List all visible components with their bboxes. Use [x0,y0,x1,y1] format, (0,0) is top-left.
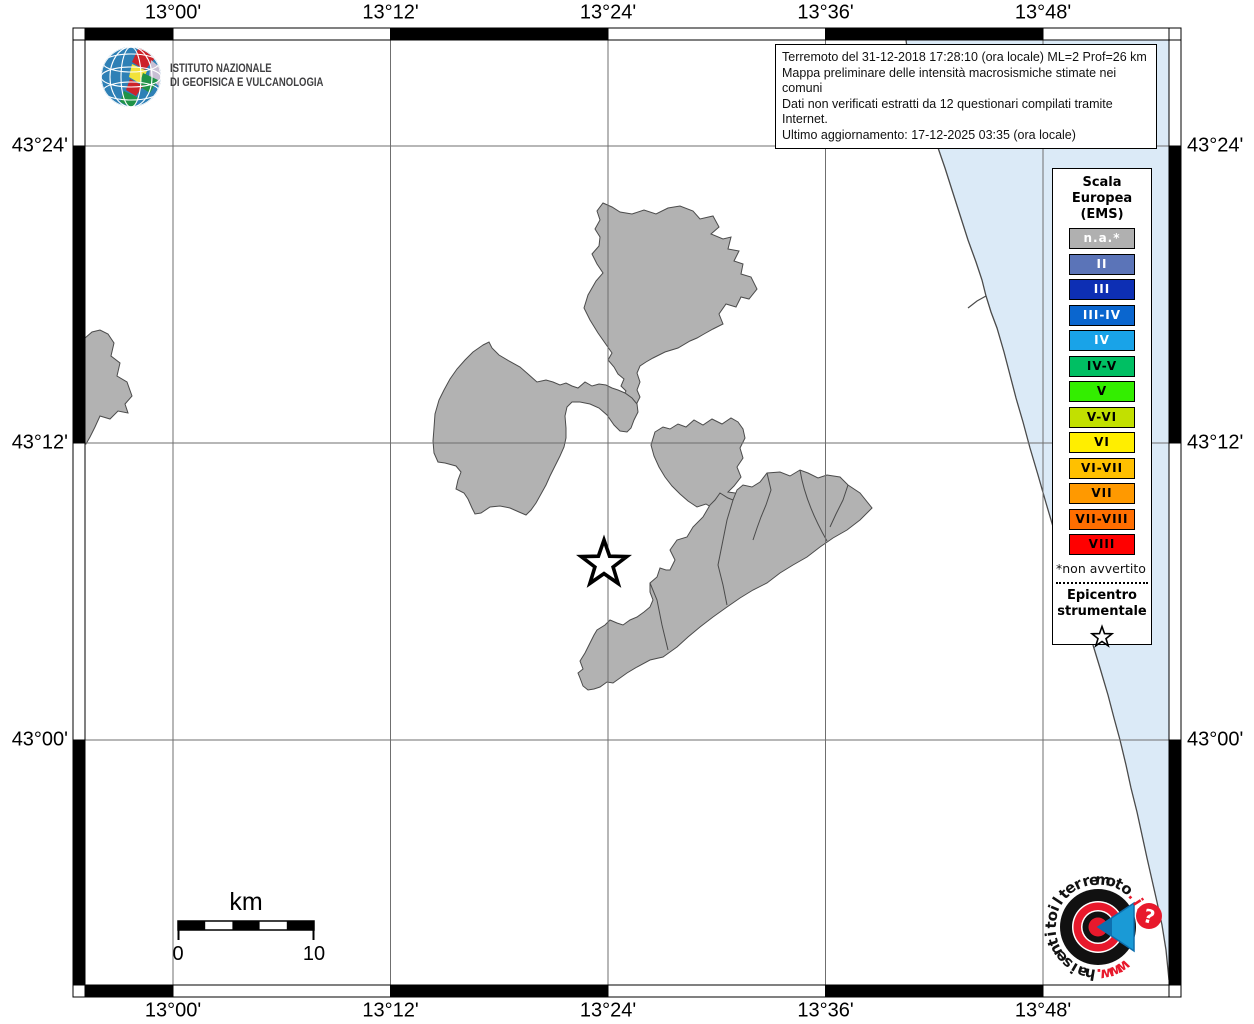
legend-chip-vi: VI [1069,432,1135,453]
lon-tick-bottom-1: 13°12' [362,999,419,1022]
legend-epicenter-line2: strumentale [1057,604,1147,619]
legend-chip-ii: II [1069,253,1135,275]
coastline [905,39,1170,981]
info-line-description: Mappa preliminare delle intensità macros… [782,65,1117,96]
coast-spur [967,295,987,309]
lon-tick-bottom-0: 13°00' [144,999,202,1022]
lon-tick-top-4: 13°48' [1014,1,1072,24]
legend-epicenter-line1: Epicentro [1067,588,1137,603]
lon-tick-top-2: 13°24' [579,1,637,24]
legend-chip-v: V [1069,381,1135,402]
municipality-inner-borders [649,469,849,651]
megaphone-icon [1096,901,1135,953]
scale-bar-start-label: 0 [172,943,184,965]
legend-chip-iii-iv: III-IV [1069,304,1135,326]
legend-title-line3: (EMS) [1080,207,1124,222]
municipality-north [583,202,758,412]
info-line-event: Terremoto del 31-12-2018 17:28:10 (ora l… [782,50,1147,64]
legend-divider [1056,582,1148,584]
legend-chip-n-a-: n.a.* [1069,228,1135,249]
scale-bar-unit-label: km [229,888,263,916]
site-url-char: . [1095,965,1102,984]
legend-chip-iii: III [1069,279,1135,300]
legend-chip-iv-v: IV-V [1069,355,1135,377]
epicenter-star [576,534,632,588]
ingv-name-line1: ISTITUTO NAZIONALE [170,63,272,75]
question-mark-disc [1136,903,1162,929]
legend-title-line2: Europea [1071,191,1133,206]
legend-chip-vii: VII [1069,483,1135,504]
municipality-center [650,417,746,510]
info-line-updated: Ultimo aggiornamento: 17-12-2025 03:35 (… [782,127,1076,142]
municipality-west-border [84,329,133,445]
lat-tick-left-0: 43°24' [11,134,68,157]
legend-chip-v-vi: V-VI [1069,406,1135,428]
scale-bar-end-label: 10 [302,943,326,965]
info-line-data-source: Dati non verificati estratti da 12 quest… [782,96,1113,127]
lon-tick-top-3: 13°36' [797,1,854,24]
ingv-name-line2: DI GEOFISICA E VULCANOLOGIA [170,76,324,89]
graticule [85,40,1169,985]
legend-scale-chips: n.a.* II III III-IV IV IV-V V V-VI VI VI-VII VII VI… [1053,228,1151,555]
site-bullseye-logo [1060,889,1136,965]
earthquake-info-box: Terremoto del 31-12-2018 17:28:10 (ora l… [775,44,1157,149]
legend-title: Scala Europea (EMS) [1053,175,1151,223]
intensity-legend: Scala Europea (EMS) n.a.* II III III-IV IV IV… [1052,168,1152,648]
legend-chip-viii: VIII [1069,534,1135,555]
municipality-southeast-cluster [577,469,873,691]
legend-chip-vii-viii: VII-VIII [1069,508,1135,530]
lat-tick-right-0: 43°24' [1187,134,1244,157]
lat-tick-right-2: 43°00' [1187,728,1244,751]
map-frame [72,27,1182,998]
legend-chip-iv: IV [1069,330,1135,351]
municipality-centerwest [432,341,639,516]
lon-tick-bottom-2: 13°24' [579,999,637,1022]
ingv-wordmark: ISTITUTO NAZIONALE DI GEOFISICA E VULCAN… [170,63,323,90]
scale-bar [177,920,315,940]
lon-tick-top-0: 13°00' [144,1,202,24]
lon-tick-bottom-4: 13°48' [1014,999,1072,1022]
lon-tick-bottom-3: 13°36' [797,999,854,1022]
legend-footnote: *non avvertito [1056,561,1146,576]
legend-title-line1: Scala [1082,175,1122,190]
legend-chip-vi-vii: VI-VII [1069,457,1135,479]
legend-epicenter-label: Epicentro strumentale [1053,588,1151,620]
legend-epicenter-star-icon [1089,624,1115,648]
lat-tick-left-2: 43°00' [11,728,68,751]
lon-tick-top-1: 13°12' [362,1,419,24]
municipality-polygons [84,202,873,691]
lat-tick-left-1: 43°12' [11,431,68,454]
lat-tick-right-1: 43°12' [1187,431,1244,454]
